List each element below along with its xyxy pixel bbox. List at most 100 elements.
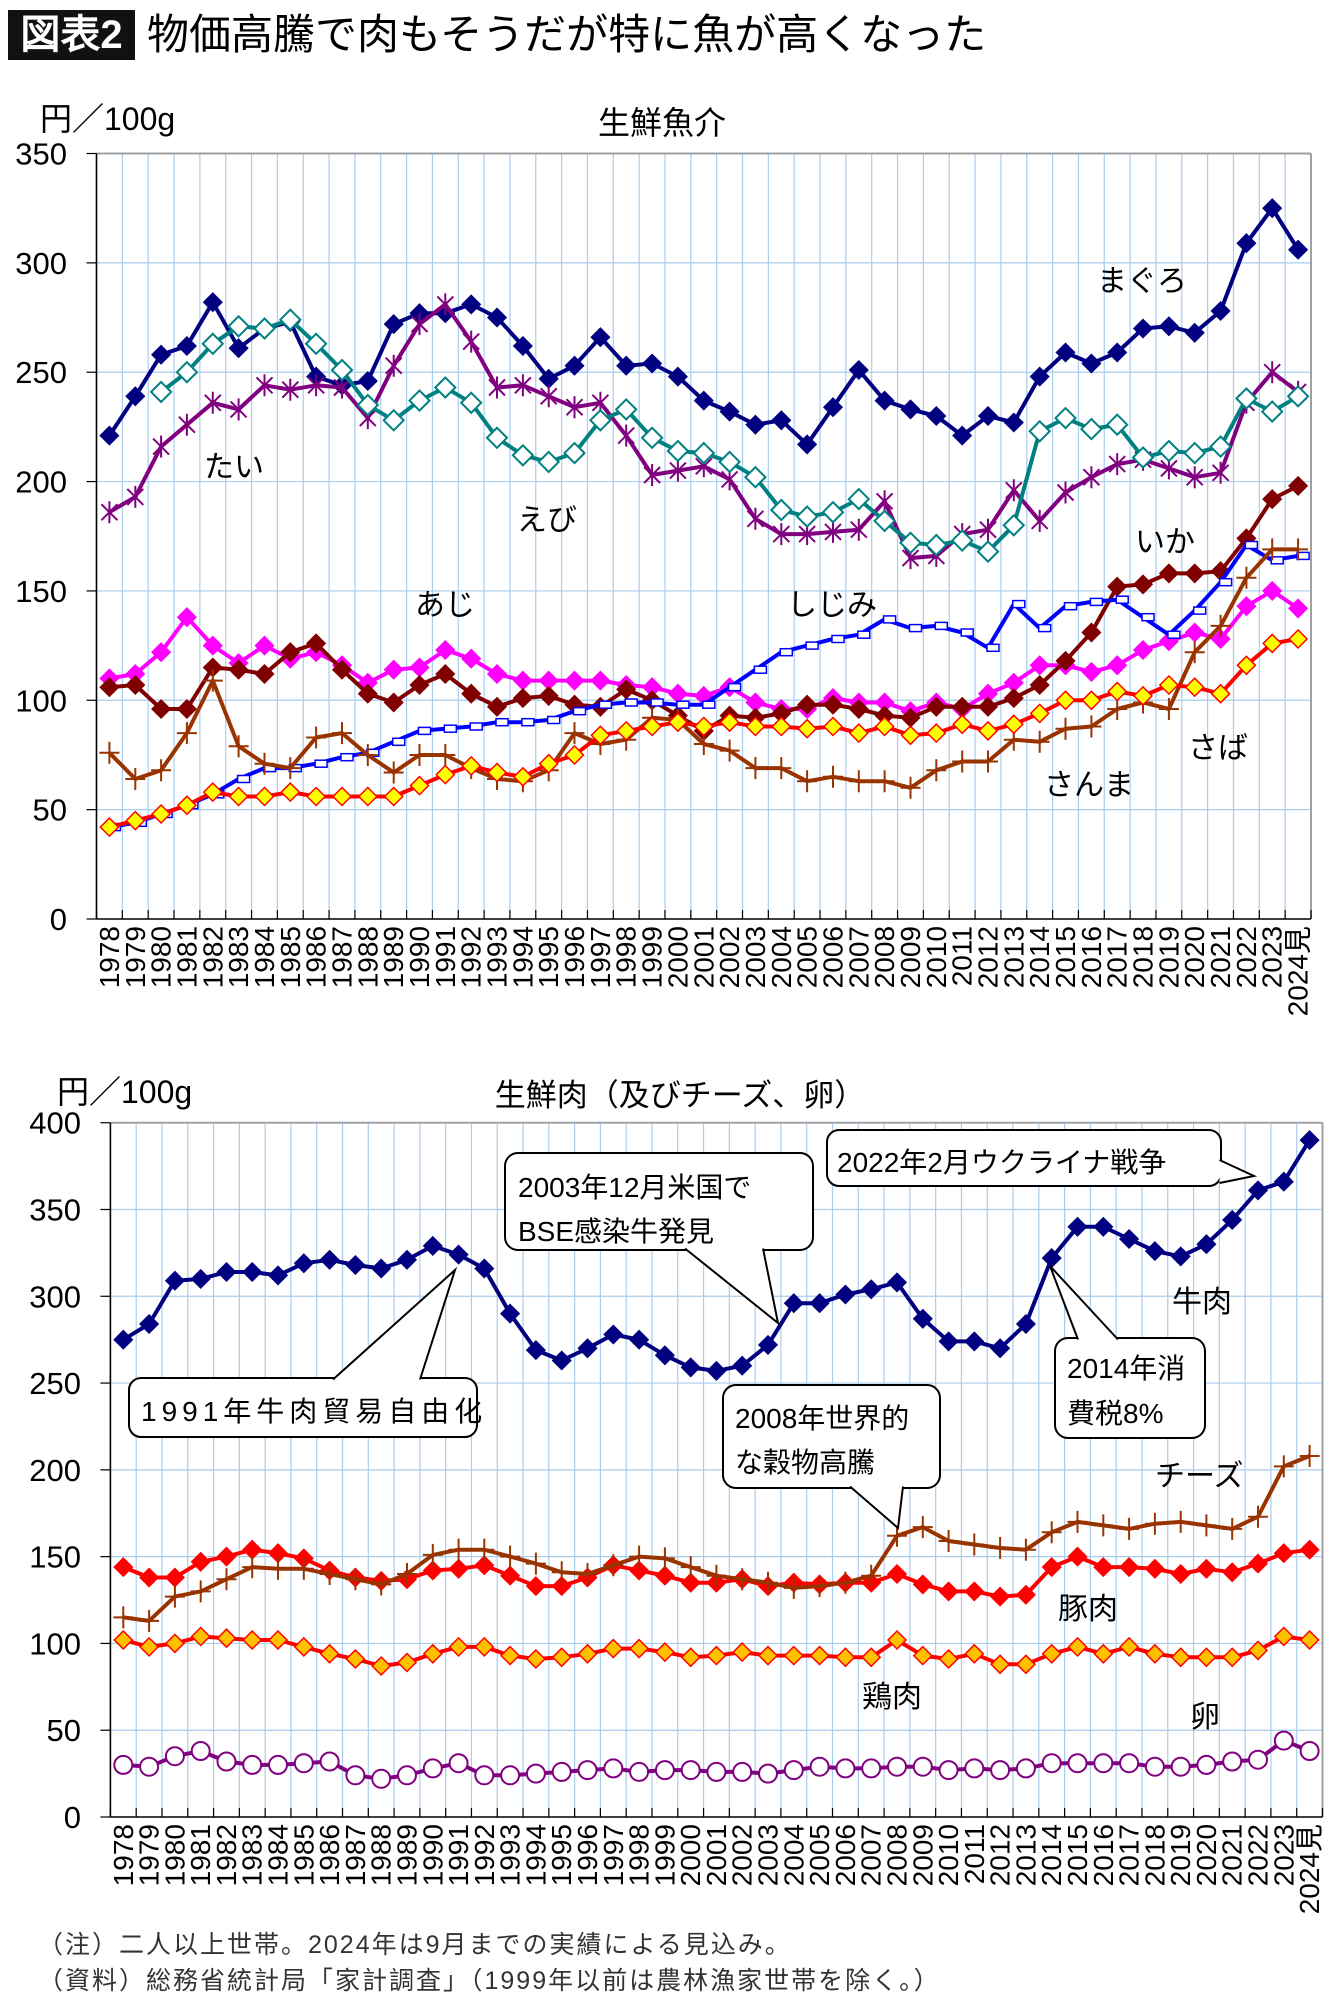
x-tick-label: 2003 bbox=[753, 1824, 784, 1886]
series-4-point bbox=[1029, 674, 1050, 696]
series-2-point bbox=[1105, 413, 1129, 437]
series-label-shijimi: しじみ bbox=[787, 589, 877, 622]
series-2-point bbox=[227, 314, 251, 338]
series-3-point bbox=[706, 1645, 727, 1666]
series-0-point bbox=[1029, 366, 1050, 387]
series-7-point bbox=[176, 795, 197, 816]
callout-text: 1991年牛肉貿易自由化 bbox=[141, 1396, 487, 1427]
series-2-point bbox=[268, 1557, 288, 1580]
series-0-point bbox=[176, 335, 197, 357]
series-6-point bbox=[409, 744, 430, 766]
x-tick-label: 1987 bbox=[327, 926, 358, 988]
series-1-point bbox=[1056, 481, 1075, 504]
series-2-point bbox=[603, 1554, 624, 1577]
y-tick-label: 100 bbox=[15, 683, 67, 718]
series-0-point bbox=[202, 292, 223, 313]
callout-bse: 2003年12月米国で BSE感染牛発見 bbox=[504, 1152, 814, 1326]
series-5-point bbox=[753, 665, 768, 674]
series-3-point bbox=[1170, 1647, 1191, 1668]
series-0-point bbox=[938, 1331, 959, 1352]
series-1-point bbox=[629, 1560, 650, 1581]
series-7-point bbox=[228, 786, 249, 807]
series-3-point bbox=[267, 1629, 289, 1651]
series-2-point bbox=[938, 1530, 959, 1552]
series-5-point bbox=[469, 722, 483, 731]
series-2-point bbox=[1286, 384, 1310, 408]
series-5-point bbox=[805, 641, 819, 650]
series-5-point bbox=[546, 715, 561, 725]
series-3-point bbox=[886, 1629, 908, 1651]
series-2-point bbox=[164, 1585, 185, 1608]
series-3-point bbox=[1262, 580, 1283, 601]
series-1-point bbox=[514, 374, 532, 397]
series-0 bbox=[99, 198, 1309, 455]
series-1-point bbox=[850, 518, 868, 541]
x-tick-label: 2004 bbox=[778, 1824, 809, 1886]
series-0-point bbox=[732, 1355, 753, 1376]
x-tick-label: 1991 bbox=[430, 926, 461, 988]
x-tick-label: 1990 bbox=[404, 926, 435, 988]
series-2-point bbox=[666, 439, 690, 463]
series-5-point bbox=[1218, 577, 1233, 587]
series-2-point bbox=[614, 397, 638, 421]
series-2-point bbox=[242, 1556, 263, 1579]
series-4-point bbox=[176, 698, 197, 720]
series-1-point bbox=[229, 398, 248, 421]
series-4-point bbox=[990, 1760, 1011, 1781]
series-3-point bbox=[654, 1642, 675, 1663]
series-7-point bbox=[357, 786, 378, 807]
series-0-point bbox=[139, 1313, 160, 1335]
series-7-point bbox=[280, 782, 301, 803]
series-7-point bbox=[512, 766, 533, 787]
x-tick-label: 2015 bbox=[1062, 1824, 1093, 1886]
series-3-point bbox=[139, 1636, 160, 1657]
series-5-point bbox=[1192, 606, 1207, 615]
chart-fish-plot: 0501001502002503003501978197919801981198… bbox=[15, 137, 1313, 1017]
series-1-point bbox=[474, 1555, 495, 1576]
series-3-point bbox=[164, 1633, 185, 1654]
x-tick-label: 2014 bbox=[1036, 1824, 1067, 1886]
series-1-point bbox=[1067, 1546, 1088, 1567]
series-7-point bbox=[125, 810, 146, 831]
series-2-point bbox=[783, 1576, 804, 1599]
series-1-point bbox=[1170, 1563, 1191, 1585]
callout-line: 2022年2月ウクライナ戦争 bbox=[837, 1147, 1166, 1178]
x-tick-label: 1981 bbox=[171, 926, 202, 988]
x-tick-label: 2014 bbox=[1024, 926, 1055, 988]
series-0-point bbox=[242, 1261, 263, 1283]
series-4-point bbox=[680, 1760, 701, 1781]
series-2-point bbox=[1054, 406, 1077, 430]
series-label-egg: 卵 bbox=[1190, 1701, 1220, 1734]
callout-pointer bbox=[1049, 1265, 1119, 1341]
series-6-point bbox=[1081, 715, 1102, 738]
x-tick-label: 1990 bbox=[417, 1824, 448, 1886]
series-1-point bbox=[1299, 1539, 1320, 1560]
series-1-point bbox=[1119, 1557, 1140, 1578]
series-4-point bbox=[512, 688, 533, 709]
x-tick-label: 1995 bbox=[533, 926, 564, 988]
series-2-point bbox=[795, 505, 819, 529]
series-2-point bbox=[654, 1547, 675, 1570]
series-7-point bbox=[1029, 703, 1050, 724]
series-4-point bbox=[1288, 475, 1309, 496]
series-6-point bbox=[745, 757, 766, 780]
series-0-point bbox=[1055, 342, 1076, 363]
series-2-point bbox=[1209, 435, 1233, 459]
series-4-point bbox=[268, 1754, 288, 1775]
series-2-point bbox=[743, 465, 767, 489]
x-tick-label: 2017 bbox=[1102, 926, 1133, 988]
series-5-point bbox=[495, 717, 509, 727]
series-1-point bbox=[979, 518, 997, 541]
series-4-point bbox=[125, 674, 146, 696]
x-tick-label: 2018 bbox=[1128, 926, 1159, 988]
series-4-point bbox=[861, 1758, 882, 1779]
series-6-point bbox=[1262, 538, 1283, 561]
x-tick-label: 1993 bbox=[482, 926, 513, 988]
series-2-point bbox=[769, 498, 793, 522]
series-label-beef: 牛肉 bbox=[1172, 1286, 1232, 1319]
y-tick-label: 300 bbox=[15, 246, 67, 281]
x-tick-label: 2001 bbox=[701, 1824, 732, 1886]
series-0-point bbox=[667, 366, 688, 387]
series-0-point bbox=[577, 1338, 598, 1359]
series-2-point bbox=[899, 531, 922, 555]
